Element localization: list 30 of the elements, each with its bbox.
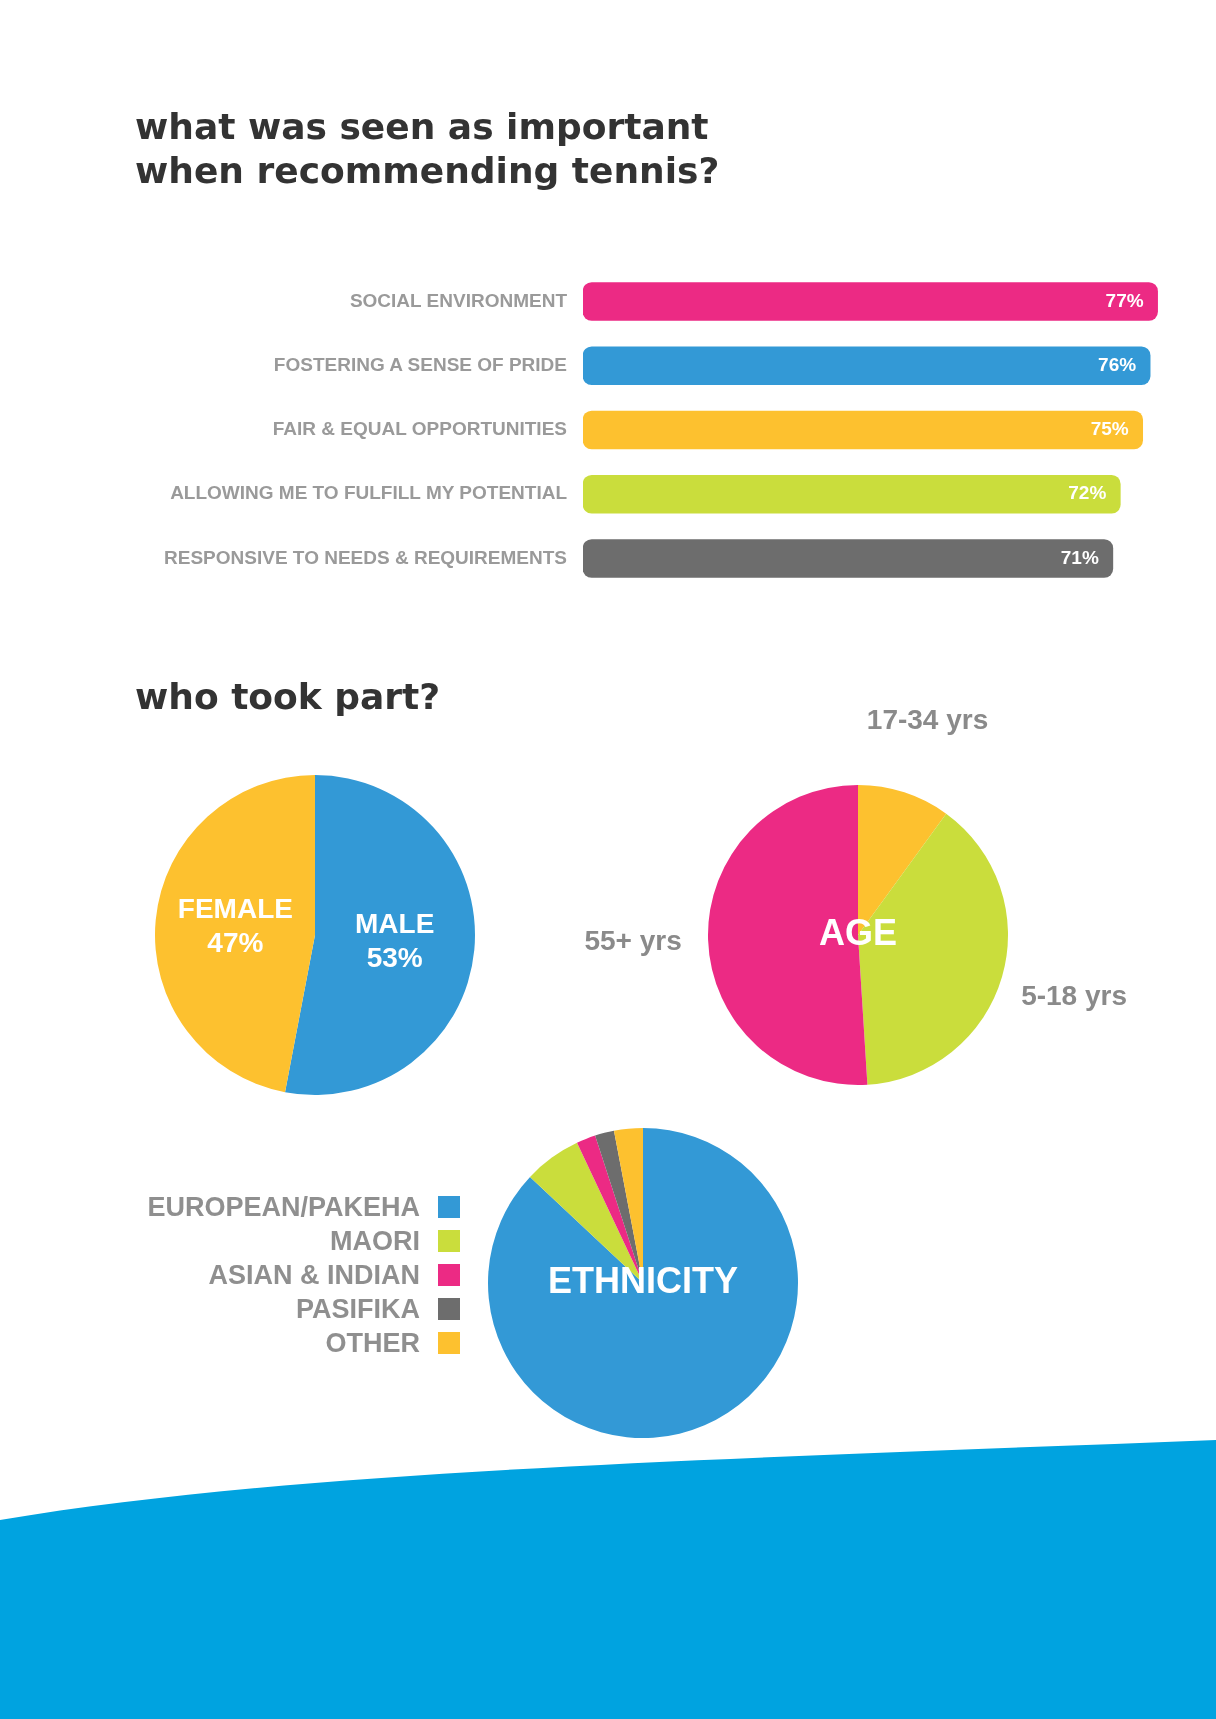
slice-label: 17-34 yrs	[866, 703, 989, 735]
bar	[583, 539, 1114, 578]
slice-label: 55+ yrs	[584, 924, 682, 956]
bar	[583, 346, 1151, 386]
y-tick-label: FOSTERING A SENSE OF PRIDE	[273, 353, 567, 375]
y-tick-label: RESPONSIVE TO NEEDS & REQUIREMENTS	[164, 546, 567, 568]
legend-label: MAORI	[330, 1225, 420, 1257]
y-tick-label: ALLOWING ME TO FULFILL MY POTENTIAL	[170, 482, 568, 504]
data-label: 75%	[1090, 418, 1129, 440]
bar	[583, 410, 1144, 450]
chart-title: who took part?	[135, 675, 441, 719]
data-label: 53%	[366, 942, 423, 974]
y-tick-label: SOCIAL ENVIRONMENT	[349, 289, 568, 311]
data-label: 71%	[1060, 546, 1099, 568]
data-label: 77%	[1105, 289, 1144, 311]
text: ETHNICITY	[547, 1259, 739, 1301]
legend-label: OTHER	[325, 1327, 420, 1359]
slice-label: 5-18 yrs	[1021, 980, 1127, 1012]
bar	[583, 474, 1121, 514]
data-label: 47%	[207, 927, 264, 959]
slice-label: MALE	[354, 908, 435, 940]
data-label: 72%	[1068, 482, 1107, 504]
legend-label: PASIFIKA	[295, 1293, 420, 1325]
y-tick-label: FAIR & EQUAL OPPORTUNITIES	[272, 418, 567, 440]
bar	[583, 282, 1158, 321]
data-label: 76%	[1098, 353, 1137, 375]
slice-label: FEMALE	[177, 893, 293, 925]
legend-label: ASIAN & INDIAN	[208, 1259, 420, 1291]
legend-label: EUROPEAN/PAKEHA	[147, 1191, 420, 1223]
chart-title: what was seen as important when recommending tennis?	[135, 105, 720, 193]
